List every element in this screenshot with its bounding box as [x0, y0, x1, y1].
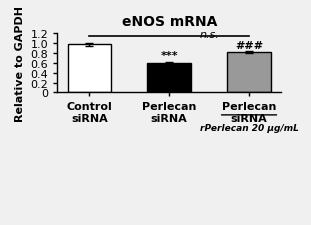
Bar: [147, 64, 191, 93]
Text: rPerlecan 20 μg/mL: rPerlecan 20 μg/mL: [200, 124, 299, 133]
Text: ***: ***: [160, 51, 178, 61]
Text: ###: ###: [235, 41, 263, 51]
Bar: [67, 45, 111, 93]
Title: eNOS mRNA: eNOS mRNA: [122, 15, 217, 29]
Bar: [227, 53, 271, 93]
Y-axis label: Relative to GAPDH: Relative to GAPDH: [15, 6, 25, 121]
Text: n.s.: n.s.: [199, 30, 219, 40]
